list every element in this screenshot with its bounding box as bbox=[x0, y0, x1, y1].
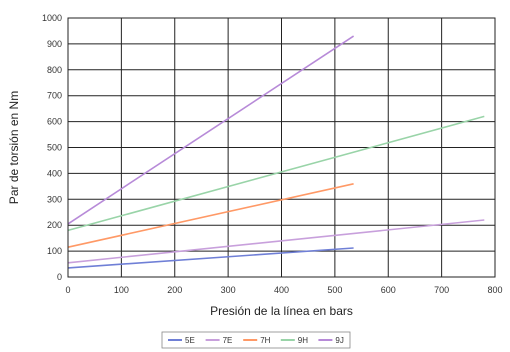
series-line-7e bbox=[67, 219, 485, 264]
legend-label-7h: 7H bbox=[260, 336, 270, 345]
series-line-5e bbox=[67, 247, 354, 269]
y-tick-label: 700 bbox=[47, 91, 62, 101]
y-tick-label: 400 bbox=[47, 168, 62, 178]
series-line-9j bbox=[67, 35, 355, 225]
x-tick-label: 500 bbox=[327, 285, 342, 295]
x-tick-label: 800 bbox=[487, 285, 502, 295]
y-tick-label: 100 bbox=[47, 246, 62, 256]
y-tick-label: 1000 bbox=[42, 13, 62, 23]
x-tick-label: 300 bbox=[221, 285, 236, 295]
y-tick-label: 800 bbox=[47, 65, 62, 75]
y-axis-title: Par de torsión en Nm bbox=[7, 91, 21, 204]
y-tick-label: 200 bbox=[47, 220, 62, 230]
legend-label-7e: 7E bbox=[223, 336, 233, 345]
y-tick-label: 900 bbox=[47, 39, 62, 49]
series-lines bbox=[67, 35, 485, 269]
x-tick-label: 700 bbox=[434, 285, 449, 295]
x-axis-title: Presión de la línea en bars bbox=[210, 304, 353, 318]
x-tick-label: 200 bbox=[167, 285, 182, 295]
x-tick-label: 600 bbox=[381, 285, 396, 295]
legend: 5E 7E 7H 9H 9J bbox=[161, 331, 351, 349]
series-line-7h bbox=[67, 183, 354, 248]
y-tick-label: 300 bbox=[47, 194, 62, 204]
x-tick-label: 100 bbox=[114, 285, 129, 295]
x-tick-label: 0 bbox=[65, 285, 70, 295]
legend-label-9j: 9J bbox=[335, 336, 343, 345]
legend-label-5e: 5E bbox=[185, 336, 195, 345]
series-line-9h bbox=[67, 115, 485, 232]
y-tick-label: 0 bbox=[57, 272, 62, 282]
y-tick-label: 600 bbox=[47, 117, 62, 127]
grid-lines bbox=[67, 17, 496, 278]
x-tick-label: 400 bbox=[274, 285, 289, 295]
tick-labels: 0 100 200 300 400 500 600 700 800 900 1000 0 100 200 3… bbox=[42, 13, 503, 295]
y-tick-label: 500 bbox=[47, 143, 62, 153]
plot-frame bbox=[67, 17, 496, 278]
legend-label-9h: 9H bbox=[298, 336, 308, 345]
